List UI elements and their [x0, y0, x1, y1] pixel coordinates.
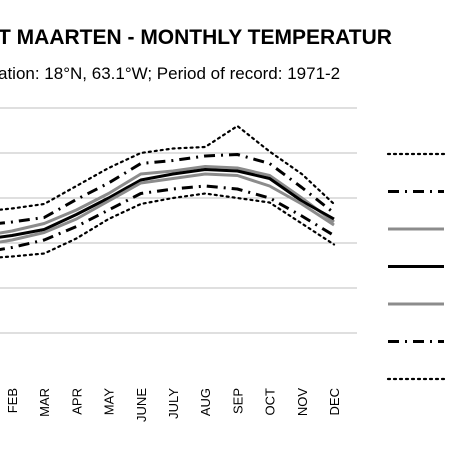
series-lines	[0, 124, 336, 259]
chart-subtitle: ation: 18°N, 63.1°W; Period of record: 1…	[0, 64, 340, 83]
legend	[386, 152, 446, 381]
series-line-2	[0, 153, 335, 225]
x-tick-label: JULY	[166, 388, 181, 419]
series-line-4	[0, 168, 335, 239]
x-tick-label: OCT	[263, 388, 278, 416]
gridlines	[0, 107, 357, 334]
x-tick-label: NOV	[295, 388, 310, 417]
series-line-3	[0, 165, 335, 235]
chart-title: T MAARTEN - MONTHLY TEMPERATUR	[0, 26, 392, 49]
x-tick-label: MAR	[37, 388, 52, 417]
x-tick-label: FEB	[5, 388, 20, 413]
series-line-5	[0, 172, 335, 244]
x-tick-label: JUNE	[134, 388, 149, 422]
x-tick-label: SEP	[230, 388, 245, 414]
x-tick-label: AUG	[198, 388, 213, 416]
x-tick-label: DEC	[327, 388, 342, 415]
series-line-7	[0, 192, 336, 259]
x-axis-ticks: FEB MAR APR MAY JUNE JULY AUG SEP OCT NOV DEC	[5, 388, 342, 422]
x-tick-label: APR	[69, 388, 84, 415]
x-tick-label: MAY	[102, 388, 117, 416]
series-line-1	[0, 124, 336, 211]
